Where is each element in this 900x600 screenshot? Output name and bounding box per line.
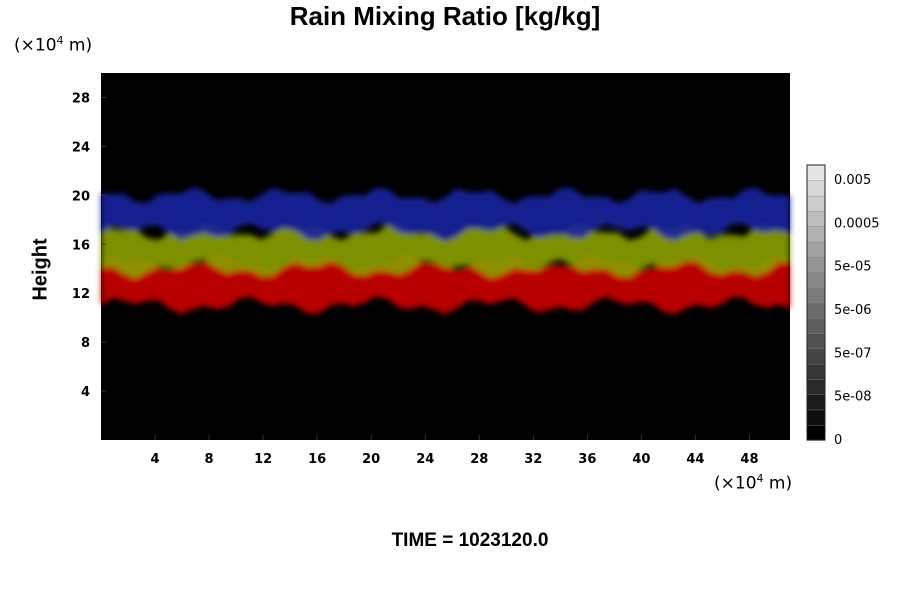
y-tick-label: 24 (72, 140, 90, 155)
colorbar-label: 0.0005 (834, 216, 880, 231)
colorbar-label: 5e-05 (834, 260, 872, 275)
y-axis-unit: (×104 m) (14, 34, 93, 56)
colorbar-cell (806, 225, 826, 243)
colorbar-cell (806, 363, 826, 380)
colorbar-cell (806, 164, 826, 181)
colorbar-cell (806, 241, 826, 258)
data-layers (101, 187, 790, 315)
colorbar-cell (806, 317, 826, 334)
layer-band (101, 187, 790, 242)
x-tick-label: 32 (524, 452, 542, 467)
x-tick-label: 4 (151, 452, 160, 467)
x-axis-unit: (×104 m) (714, 472, 793, 494)
y-tick-label: 8 (81, 336, 90, 351)
x-tick-label: 20 (362, 452, 380, 467)
colorbar-cell (806, 378, 826, 395)
time-label: TIME = 1023120.0 (391, 530, 549, 551)
x-tick-label: 12 (254, 452, 272, 467)
colorbar-cell (806, 424, 826, 441)
x-tick-label: 8 (205, 452, 214, 467)
x-tick-label: 40 (632, 452, 650, 467)
colorbar-label: 5e-06 (834, 303, 872, 318)
colorbar-cell (806, 332, 826, 350)
colorbar-cell (806, 409, 826, 426)
colorbar-label: 0 (834, 433, 842, 448)
y-tick-label: 4 (81, 385, 90, 400)
colorbar-cell (806, 302, 826, 319)
colorbar-frame (806, 164, 826, 441)
colorbar-label: 0.005 (834, 173, 871, 188)
colorbar-cell (806, 271, 826, 288)
colorbar-cell (806, 348, 826, 365)
x-tick-label: 24 (416, 452, 434, 467)
layer-band (101, 223, 790, 279)
colorbar-cell (806, 180, 826, 197)
colorbar-cell (806, 393, 826, 411)
x-tick-label: 16 (308, 452, 326, 467)
y-tick-label: 20 (72, 189, 90, 204)
chart-title: Rain Mixing Ratio [kg/kg] (289, 1, 601, 31)
colorbar-cell (806, 287, 826, 304)
x-tick-label: 44 (686, 452, 704, 467)
x-tick-label: 28 (470, 452, 488, 467)
colorbar: 0.005 0.0005 5e-05 5e-06 5e-07 5e-08 0 (806, 164, 880, 448)
colorbar-cell (806, 256, 826, 273)
x-tick-label: 36 (578, 452, 596, 467)
y-tick-label: 12 (72, 287, 90, 302)
colorbar-cell (806, 195, 826, 212)
x-tick-label: 48 (740, 452, 758, 467)
colorbar-label: 5e-07 (834, 346, 872, 361)
colorbar-label: 5e-08 (834, 390, 872, 405)
y-tick-label: 16 (72, 238, 90, 253)
colorbar-cell (806, 210, 826, 227)
y-tick-label: 28 (72, 91, 90, 106)
